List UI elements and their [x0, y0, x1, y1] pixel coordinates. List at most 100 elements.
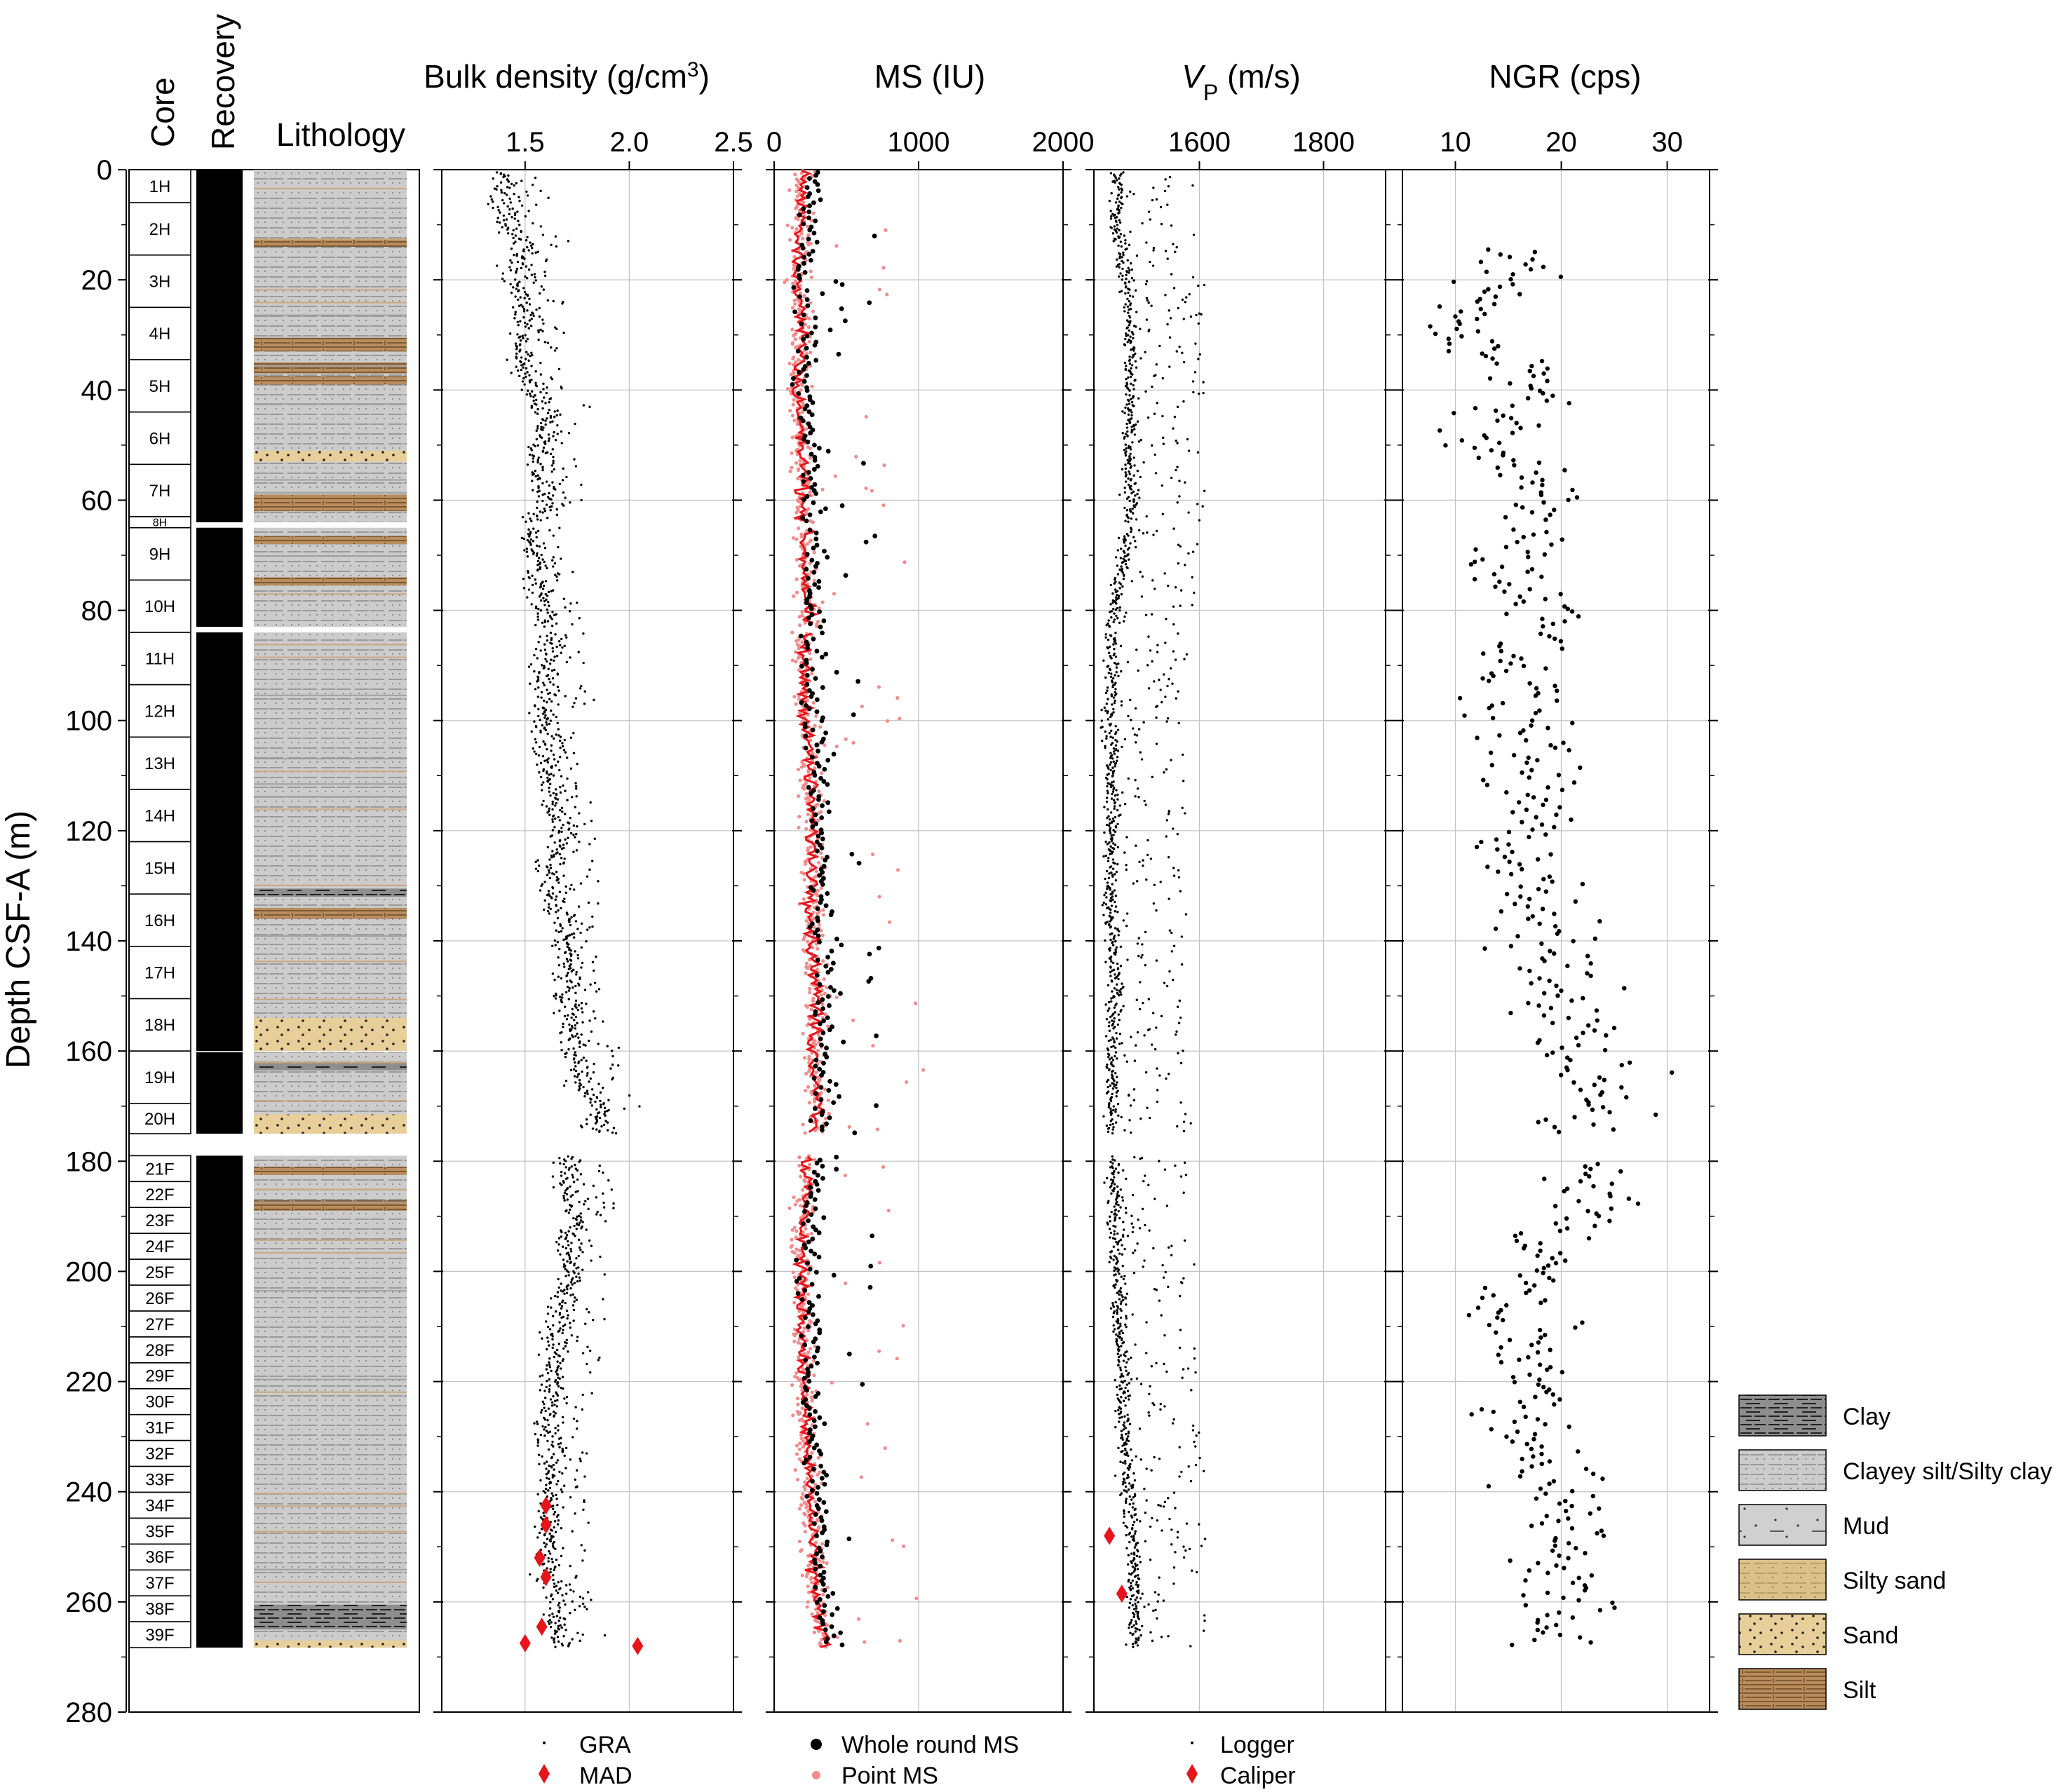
logger-point	[1166, 257, 1169, 260]
core-box	[128, 1258, 191, 1286]
logger-point	[1104, 633, 1107, 636]
whole-round-ms-point	[816, 445, 822, 451]
gra-point	[556, 721, 559, 725]
logger-point	[1160, 222, 1163, 226]
gra-point	[510, 182, 513, 186]
logger-point	[1172, 527, 1175, 530]
gra-point	[541, 450, 544, 453]
gra-point	[538, 672, 541, 674]
gra-point	[546, 688, 548, 691]
gra-point	[535, 384, 539, 388]
point-ms-point	[809, 1007, 813, 1012]
gra-point	[552, 456, 555, 459]
gra-point	[560, 387, 563, 390]
point-ms-point	[825, 1623, 830, 1627]
point-ms-point	[792, 1333, 797, 1338]
gra-point	[512, 229, 515, 232]
gra-point	[539, 1433, 543, 1437]
gra-point	[555, 622, 558, 625]
point-ms-point	[800, 1387, 804, 1392]
logger-point	[1123, 437, 1125, 440]
logger-point	[1112, 653, 1116, 657]
point-ms-point	[793, 1251, 797, 1255]
gra-point	[554, 633, 557, 636]
point-ms-point	[817, 811, 821, 815]
gra-point	[576, 1178, 579, 1181]
gra-point	[557, 1330, 560, 1333]
whole-round-ms-point	[791, 376, 796, 381]
gra-point	[536, 461, 539, 464]
gra-point	[539, 609, 543, 612]
gra-point	[558, 890, 562, 893]
whole-round-ms-point	[860, 1382, 865, 1387]
gra-point	[550, 944, 554, 947]
gra-point	[531, 353, 534, 357]
gra-point	[578, 1246, 581, 1249]
gra-point	[526, 337, 529, 341]
gra-point	[559, 862, 562, 866]
whole-round-ms-point	[823, 963, 829, 969]
gra-point	[576, 1169, 579, 1172]
whole-round-ms-point	[824, 1054, 830, 1060]
whole-round-ms-point	[813, 676, 818, 681]
gra-point	[553, 562, 557, 565]
point-ms-point	[791, 536, 796, 540]
logger-point	[1116, 793, 1119, 796]
gra-point	[564, 1160, 567, 1162]
point-ms-point	[804, 1575, 809, 1579]
whole-round-ms-point	[810, 1479, 815, 1484]
gra-point	[536, 478, 539, 481]
point-ms-point	[800, 640, 804, 644]
logger-point	[1123, 487, 1126, 489]
gra-point	[574, 787, 578, 790]
whole-round-ms-point	[813, 1270, 819, 1275]
gra-point	[550, 243, 553, 247]
gra-point	[532, 443, 535, 446]
whole-round-ms-point	[814, 239, 820, 245]
gra-point	[546, 776, 549, 780]
logger-point	[1114, 238, 1117, 241]
logger-point	[1115, 870, 1118, 874]
whole-round-ms-point	[815, 182, 820, 187]
logger-point	[1112, 750, 1116, 753]
point-ms-point	[816, 893, 820, 897]
logger-point	[1181, 351, 1184, 355]
logger-point	[1163, 189, 1167, 193]
gra-point	[545, 503, 548, 506]
gra-point	[581, 1126, 583, 1129]
logger-point	[1135, 366, 1138, 369]
gra-point	[532, 473, 534, 476]
gra-point	[548, 529, 551, 532]
logger-point	[1116, 728, 1120, 731]
logger-point	[1137, 728, 1141, 731]
gra-point	[496, 220, 499, 224]
whole-round-ms-point	[801, 479, 806, 484]
whole-round-ms-point	[804, 1403, 809, 1409]
gra-point	[502, 175, 505, 179]
logger-point	[1105, 702, 1109, 705]
point-ms-point	[800, 760, 804, 764]
point-ms-point	[800, 610, 804, 614]
gra-point	[560, 1386, 562, 1390]
whole-round-ms-point	[804, 297, 810, 302]
mad-point	[540, 1496, 552, 1515]
point-ms-point	[806, 770, 811, 774]
logger-point	[1161, 484, 1163, 487]
whole-round-ms-point	[801, 1460, 807, 1466]
point-ms-point	[816, 946, 820, 951]
gra-point	[570, 916, 573, 919]
gra-point	[586, 1308, 588, 1311]
logger-point	[1108, 625, 1111, 628]
logger-point	[1111, 736, 1114, 739]
gra-point	[516, 320, 520, 324]
point-ms-point	[792, 1339, 797, 1343]
gra-point	[543, 492, 546, 496]
gra-point	[607, 1099, 610, 1101]
logger-point	[1110, 226, 1113, 229]
gra-point	[565, 1401, 568, 1405]
gra-point	[525, 548, 529, 550]
gra-point	[570, 1165, 573, 1168]
logger-point	[1125, 422, 1128, 426]
gra-point	[597, 988, 601, 991]
logger-point	[1145, 515, 1148, 518]
